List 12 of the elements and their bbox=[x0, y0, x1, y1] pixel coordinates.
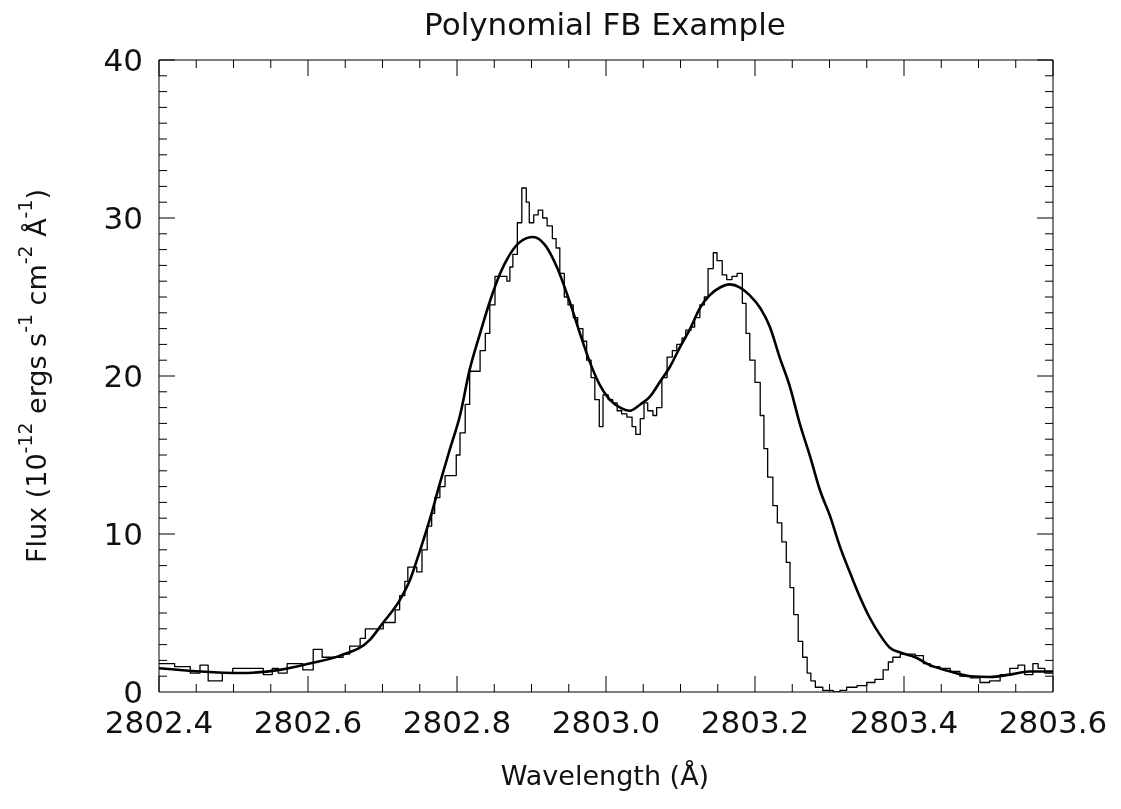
x-tick-label: 2802.6 bbox=[253, 704, 363, 740]
x-tick-label: 2803.2 bbox=[700, 704, 810, 740]
x-axis-title: Wavelength (Å) bbox=[500, 759, 710, 791]
x-tick-label: 2803.4 bbox=[849, 704, 959, 740]
x-tick-label: 2802.8 bbox=[402, 704, 512, 740]
x-tick-label: 2803.0 bbox=[551, 704, 661, 740]
chart-title: Polynomial FB Example bbox=[424, 6, 786, 42]
y-tick-label: 40 bbox=[103, 42, 143, 78]
y-tick-label: 10 bbox=[103, 516, 143, 552]
x-tick-label: 2803.6 bbox=[998, 704, 1108, 740]
y-tick-label: 30 bbox=[103, 200, 143, 236]
y-tick-label: 20 bbox=[103, 358, 143, 394]
